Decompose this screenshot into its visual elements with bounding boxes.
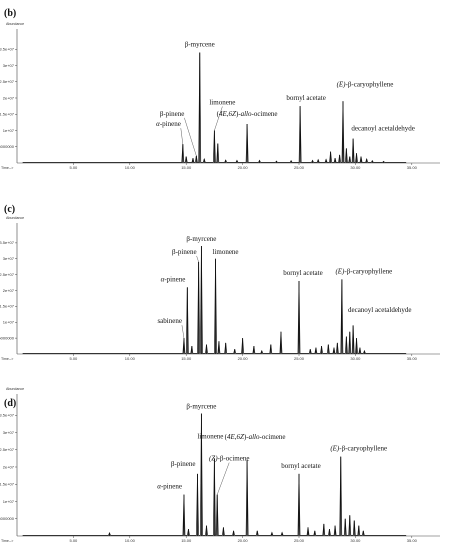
peak-label: limonene bbox=[209, 99, 235, 107]
peak-label: bornyl acetate bbox=[281, 462, 320, 470]
x-tick-label: 20.00 bbox=[238, 356, 249, 361]
peak-label: (4E,6Z)-allo-ocimene bbox=[217, 110, 278, 118]
y-tick-label: 3e+07 bbox=[3, 256, 15, 261]
y-tick-label: 5000000 bbox=[0, 144, 15, 149]
peak-label: β-pinene bbox=[171, 460, 196, 468]
x-tick-label: 5.00 bbox=[70, 165, 79, 170]
x-tick-label: 5.00 bbox=[70, 356, 79, 361]
x-tick-label: 25.00 bbox=[294, 538, 305, 543]
peak-label: bornyl acetate bbox=[286, 94, 325, 102]
y-tick-label: 2e+07 bbox=[3, 95, 15, 100]
peak-label: α-pinene bbox=[161, 275, 186, 283]
x-axis-title: Time--> bbox=[1, 539, 13, 543]
x-tick-label: 15.00 bbox=[181, 356, 192, 361]
peak-label: sabinene bbox=[157, 317, 182, 325]
x-tick-label: 10.00 bbox=[125, 165, 136, 170]
peak-label: bornyl acetate bbox=[283, 269, 322, 277]
leader-line bbox=[217, 462, 230, 495]
y-tick-label: 2e+07 bbox=[3, 288, 15, 293]
y-tick-label: 2.5e+07 bbox=[0, 272, 15, 277]
peak-label: β-myrcene bbox=[186, 235, 216, 243]
x-tick-label: 10.00 bbox=[125, 356, 136, 361]
peak-label: β-myrcene bbox=[185, 41, 215, 49]
y-tick-label: 2.5e+07 bbox=[0, 447, 15, 452]
x-tick-label: 15.00 bbox=[181, 538, 192, 543]
peak-label: limonene bbox=[197, 432, 223, 440]
leader-line bbox=[181, 325, 185, 339]
y-tick-label: 2e+07 bbox=[3, 464, 15, 469]
peak-label: (Z)-β-ocimene bbox=[209, 455, 250, 463]
x-tick-label: 25.00 bbox=[294, 356, 305, 361]
y-axis-title: Abundance bbox=[6, 22, 24, 26]
peak-label: (E)-β-caryophyllene bbox=[335, 267, 392, 275]
x-tick-label: 35.00 bbox=[407, 538, 418, 543]
chart-panel-c: (c)Abundance 5000000 1e+07 1.5e+07 2e+07 2.5e… bbox=[0, 204, 440, 361]
y-tick-label: 3.5e+07 bbox=[0, 413, 15, 418]
y-tick-label: 1e+07 bbox=[3, 128, 15, 133]
x-tick-label: 10.00 bbox=[125, 538, 136, 543]
peak-label: α-pinene bbox=[156, 120, 181, 128]
y-axis-title: Abundance bbox=[6, 216, 24, 220]
chromatogram-trace bbox=[22, 52, 407, 163]
leader-line bbox=[214, 106, 223, 131]
y-tick-label: 1.5e+07 bbox=[0, 482, 15, 487]
y-tick-label: 3.5e+07 bbox=[0, 240, 15, 245]
y-tick-label: 3.5e+07 bbox=[0, 47, 15, 52]
chromatogram-trace bbox=[22, 413, 407, 536]
y-tick-label: 1e+07 bbox=[3, 320, 15, 325]
peak-label: β-pinene bbox=[160, 110, 185, 118]
peak-label: limonene bbox=[212, 248, 238, 256]
chromatogram-trace bbox=[22, 246, 407, 354]
y-tick-label: 5000000 bbox=[0, 516, 15, 521]
chart-panel-b: (b) Abundance 5000000 1e+07 1.5e+07 2e+07 2.5e… bbox=[0, 8, 440, 170]
peak-label: (E)-β-caryophyllene bbox=[337, 80, 394, 88]
x-axis-title: Time--> bbox=[1, 357, 13, 361]
peak-label: (4E,6Z)-allo-ocimene bbox=[225, 433, 286, 441]
leader-line bbox=[184, 117, 197, 156]
x-tick-label: 25.00 bbox=[294, 165, 305, 170]
x-tick-label: 5.00 bbox=[70, 538, 79, 543]
x-tick-label: 20.00 bbox=[238, 165, 249, 170]
x-axis-title: Time--> bbox=[1, 166, 13, 170]
y-tick-label: 1.5e+07 bbox=[0, 304, 15, 309]
chart-panel-d: (d) Abundance 5000000 1e+07 1.5e+07 2e+07 2.5e… bbox=[0, 387, 440, 543]
x-tick-label: 20.00 bbox=[238, 538, 249, 543]
peak-label: α-pinene bbox=[157, 483, 182, 491]
y-tick-label: 1.5e+07 bbox=[0, 112, 15, 117]
x-tick-label: 30.00 bbox=[350, 538, 361, 543]
peak-label: β-pinene bbox=[172, 248, 197, 256]
panel-label: (c) bbox=[4, 204, 15, 215]
panel-label: (b) bbox=[4, 8, 16, 19]
y-axis-title: Abundance bbox=[6, 387, 24, 391]
y-tick-label: 5000000 bbox=[0, 335, 15, 340]
y-tick-label: 3e+07 bbox=[3, 63, 15, 68]
y-tick-label: 2.5e+07 bbox=[0, 79, 15, 84]
x-tick-label: 30.00 bbox=[350, 165, 361, 170]
x-tick-label: 35.00 bbox=[407, 165, 418, 170]
peak-label: decanoyl acetaldehyde bbox=[351, 125, 415, 133]
y-tick-label: 3e+07 bbox=[3, 430, 15, 435]
x-tick-label: 30.00 bbox=[350, 356, 361, 361]
peak-label: decanoyl acetaldehyde bbox=[348, 306, 412, 314]
y-tick-label: 1e+07 bbox=[3, 499, 15, 504]
x-tick-label: 35.00 bbox=[407, 356, 418, 361]
peak-label: β-myrcene bbox=[186, 403, 216, 411]
x-tick-label: 15.00 bbox=[181, 165, 192, 170]
panel-label: (d) bbox=[4, 398, 16, 409]
peak-label: (E)-β-caryophyllene bbox=[330, 445, 387, 453]
leader-line bbox=[180, 128, 184, 145]
leader-line bbox=[196, 255, 199, 262]
